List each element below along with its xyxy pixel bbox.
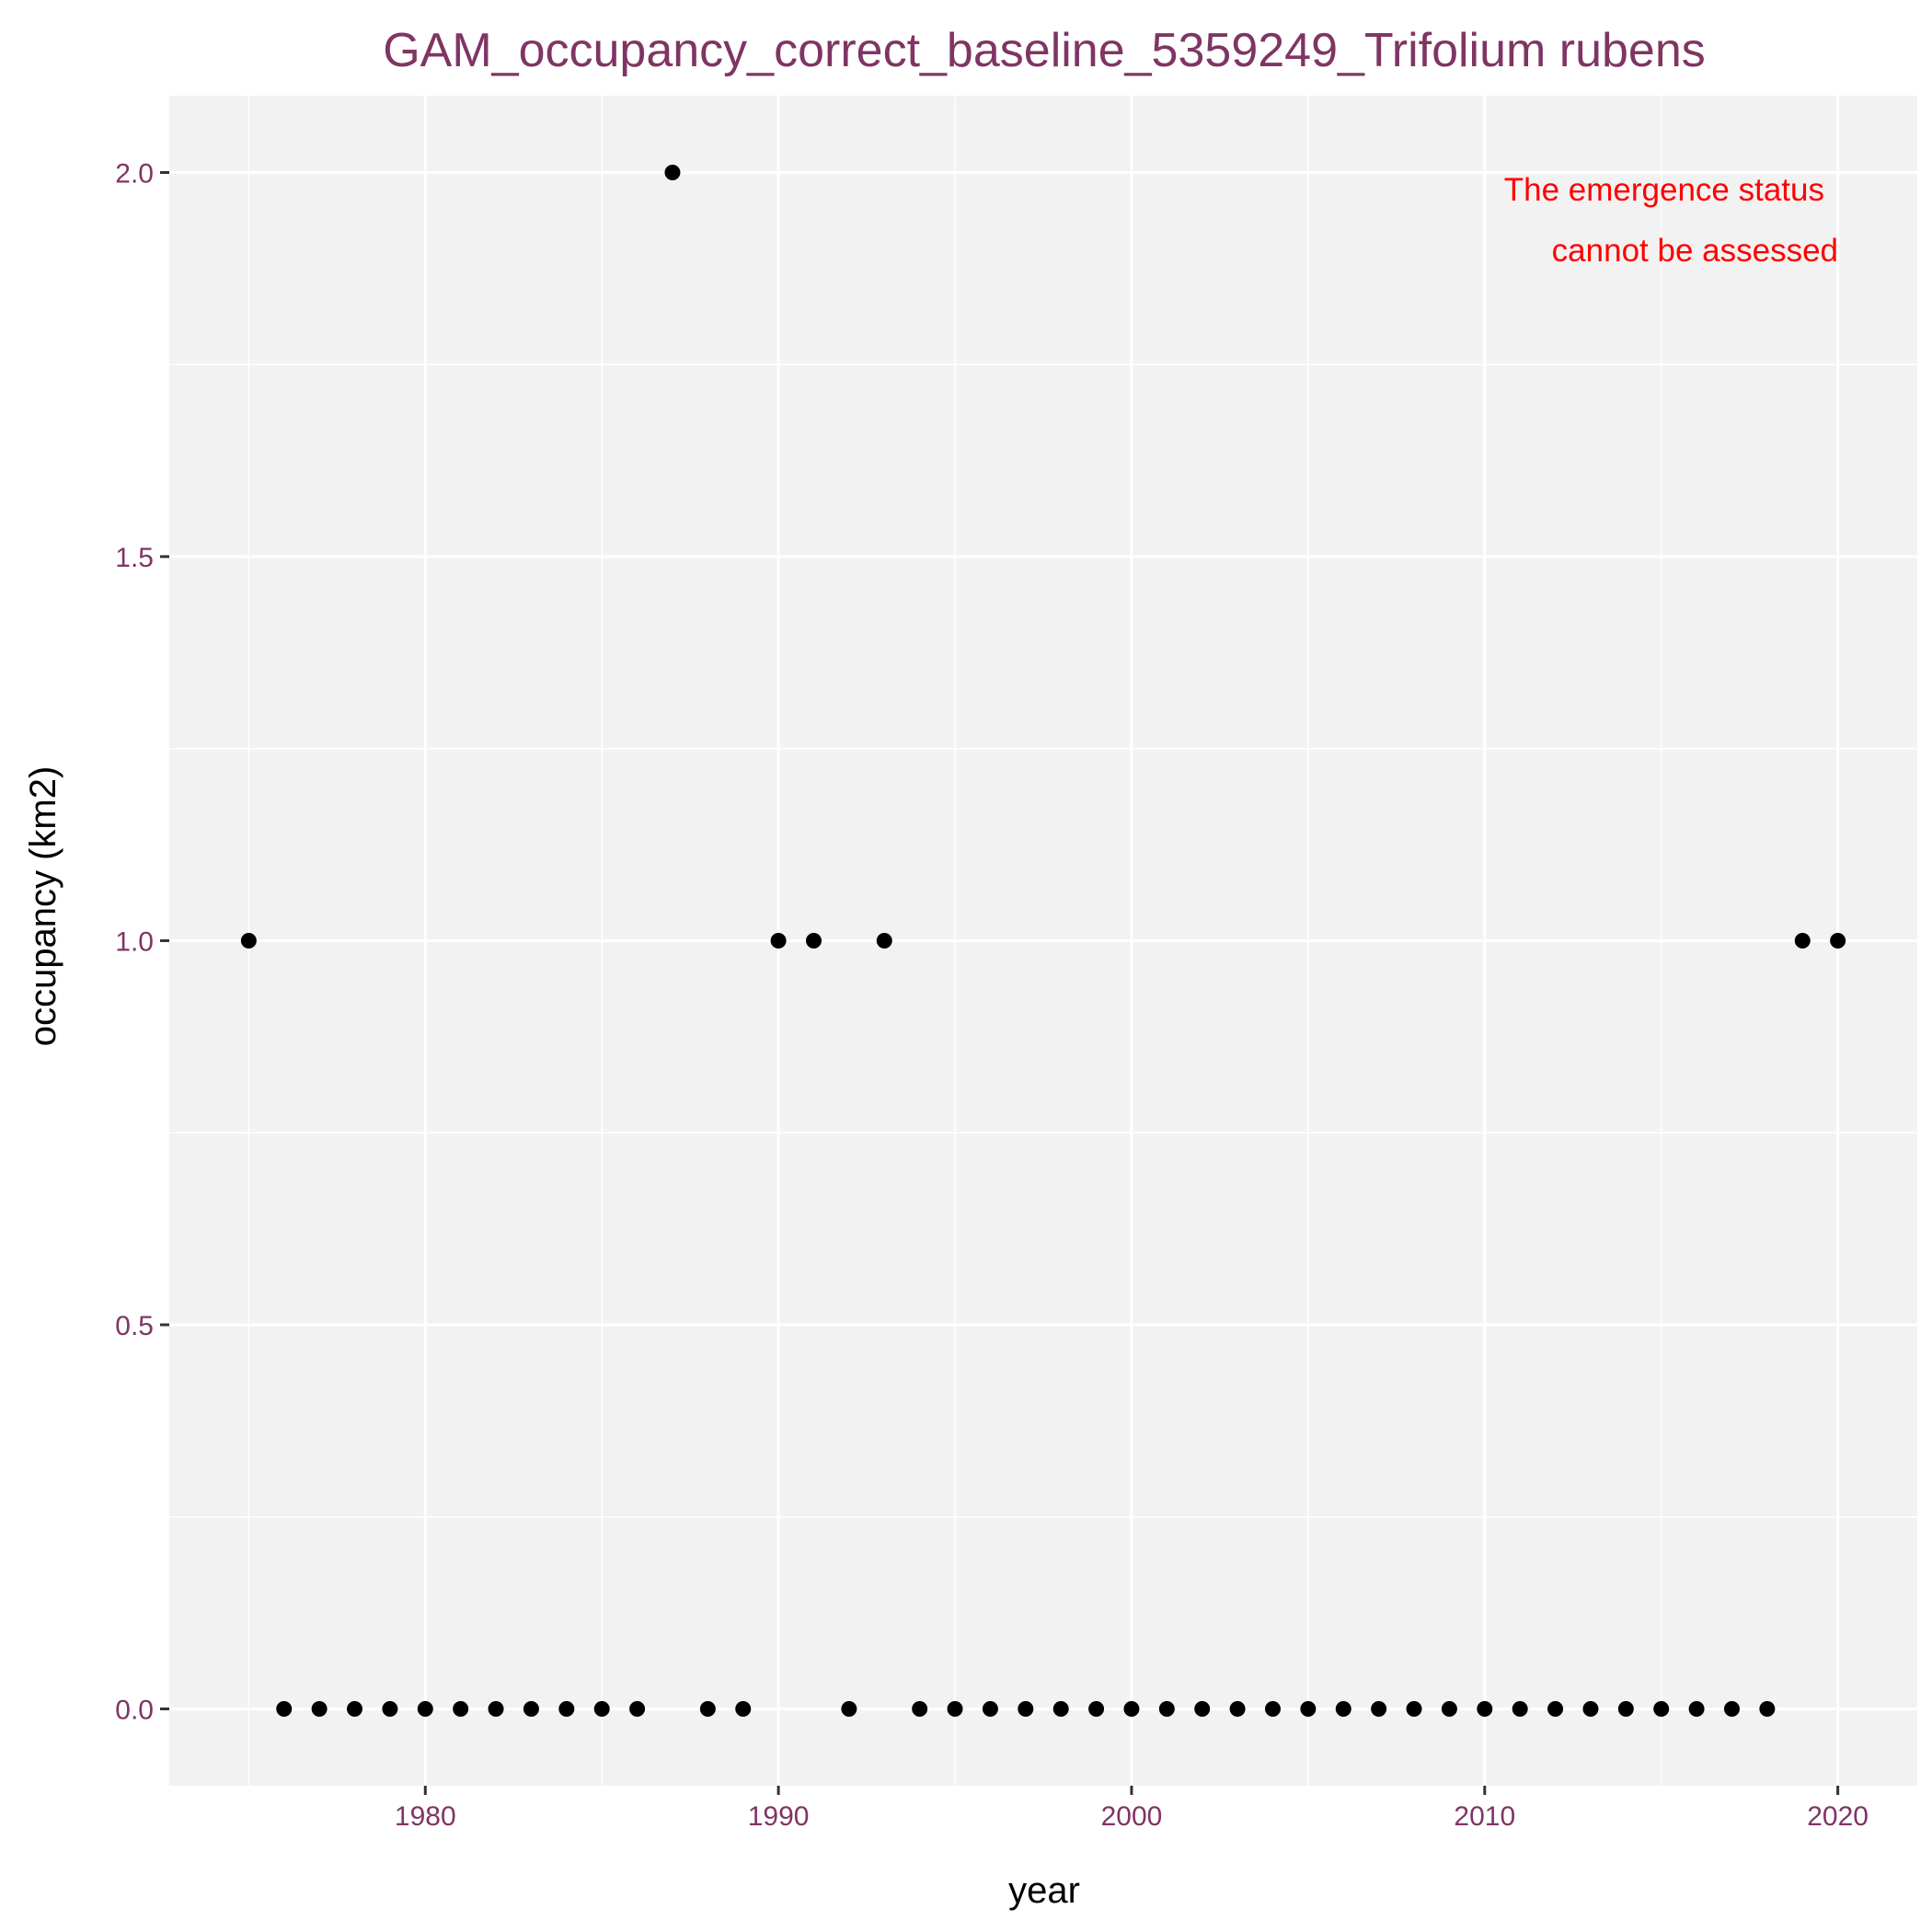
x-tick-label: 2020 <box>1807 1801 1869 1832</box>
data-point <box>1689 1701 1705 1717</box>
data-point <box>806 933 822 949</box>
x-tick-label: 1990 <box>748 1801 810 1832</box>
data-point <box>347 1701 362 1717</box>
data-point <box>1477 1701 1492 1717</box>
y-tick-label: 0.5 <box>115 1311 154 1341</box>
data-point <box>523 1701 539 1717</box>
y-tick-label: 1.5 <box>115 543 154 573</box>
y-tick-label: 0.0 <box>115 1696 154 1726</box>
chart-title: GAM_occupancy_correct_baseline_5359249_T… <box>383 24 1706 77</box>
y-tick-label: 1.0 <box>115 927 154 958</box>
data-point <box>1582 1701 1598 1717</box>
data-point <box>1618 1701 1634 1717</box>
data-point <box>735 1701 751 1717</box>
data-point <box>1194 1701 1210 1717</box>
data-point <box>1300 1701 1316 1717</box>
x-tick-label: 2010 <box>1454 1801 1515 1832</box>
data-point <box>1053 1701 1069 1717</box>
data-point <box>629 1701 645 1717</box>
data-point <box>912 1701 927 1717</box>
annotation-line-2: cannot be assessed <box>1552 233 1838 269</box>
data-point <box>983 1701 998 1717</box>
data-point <box>1159 1701 1175 1717</box>
data-point <box>1265 1701 1281 1717</box>
data-point <box>948 1701 963 1717</box>
y-tick-label: 2.0 <box>115 159 154 190</box>
y-axis-title: occupancy (km2) <box>23 766 63 1047</box>
data-point <box>558 1701 574 1717</box>
data-point <box>382 1701 397 1717</box>
data-point <box>594 1701 610 1717</box>
data-point <box>1724 1701 1740 1717</box>
annotation-line-1: The emergence status <box>1504 172 1824 208</box>
data-point <box>1407 1701 1422 1717</box>
data-point <box>771 933 787 949</box>
data-point <box>489 1701 504 1717</box>
data-point <box>1123 1701 1139 1717</box>
data-point <box>1088 1701 1104 1717</box>
data-point <box>1018 1701 1033 1717</box>
data-point <box>276 1701 292 1717</box>
data-point <box>1653 1701 1669 1717</box>
data-point <box>1795 933 1811 949</box>
data-point <box>1336 1701 1351 1717</box>
data-point <box>1371 1701 1386 1717</box>
x-axis-title: year <box>1008 1870 1080 1911</box>
data-point <box>841 1701 857 1717</box>
data-point <box>664 165 680 180</box>
data-point <box>453 1701 468 1717</box>
data-point <box>1512 1701 1528 1717</box>
data-point <box>877 933 892 949</box>
data-point <box>241 933 257 949</box>
data-point <box>312 1701 328 1717</box>
data-point <box>1547 1701 1563 1717</box>
data-point <box>1442 1701 1457 1717</box>
data-point <box>418 1701 433 1717</box>
data-point <box>1830 933 1846 949</box>
x-tick-label: 1980 <box>395 1801 456 1832</box>
data-point <box>1759 1701 1775 1717</box>
data-point <box>1230 1701 1246 1717</box>
x-tick-label: 2000 <box>1101 1801 1163 1832</box>
data-point <box>700 1701 716 1717</box>
